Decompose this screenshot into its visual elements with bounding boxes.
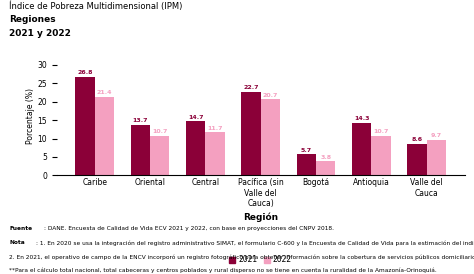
Text: : DANE. Encuesta de Calidad de Vida ECV 2021 y 2022, con base en proyecciones de: : DANE. Encuesta de Calidad de Vida ECV … bbox=[44, 226, 334, 231]
Y-axis label: Porcentaje (%): Porcentaje (%) bbox=[26, 89, 35, 144]
Text: : 1. En 2020 se usa la integración del registro administrativo SIMAT, el formula: : 1. En 2020 se usa la integración del r… bbox=[36, 240, 474, 246]
Text: 8.6: 8.6 bbox=[411, 137, 422, 142]
Text: 2. En 2021, el operativo de campo de la ENCV incorporó un registro fotográfico p: 2. En 2021, el operativo de campo de la … bbox=[9, 255, 474, 260]
Text: 14.7: 14.7 bbox=[188, 115, 203, 120]
Text: 20.7: 20.7 bbox=[263, 93, 278, 98]
Bar bbox=[131, 125, 150, 175]
Bar bbox=[352, 123, 371, 175]
Bar bbox=[316, 161, 336, 175]
Bar bbox=[407, 144, 427, 175]
Legend: 2021, 2022: 2021, 2022 bbox=[226, 252, 295, 267]
Text: 9.7: 9.7 bbox=[431, 133, 442, 138]
Text: 2021 y 2022: 2021 y 2022 bbox=[9, 29, 72, 38]
Bar bbox=[371, 136, 391, 175]
Bar bbox=[261, 99, 280, 175]
Text: 3.8: 3.8 bbox=[320, 155, 331, 160]
Bar bbox=[427, 140, 446, 175]
Bar bbox=[186, 121, 205, 175]
Text: 13.7: 13.7 bbox=[133, 118, 148, 124]
Text: 14.3: 14.3 bbox=[354, 116, 369, 121]
Bar bbox=[95, 96, 114, 175]
Text: 22.7: 22.7 bbox=[243, 85, 259, 90]
Text: 21.4: 21.4 bbox=[97, 90, 112, 95]
Text: 11.7: 11.7 bbox=[207, 126, 223, 131]
Bar bbox=[205, 132, 225, 175]
X-axis label: Región: Región bbox=[243, 212, 278, 222]
Text: Nota: Nota bbox=[9, 240, 25, 245]
Bar bbox=[150, 136, 169, 175]
Text: Índice de Pobreza Multidimensional (IPM): Índice de Pobreza Multidimensional (IPM) bbox=[9, 1, 183, 11]
Text: 5.7: 5.7 bbox=[301, 148, 312, 153]
Text: **Para el cálculo total nacional, total cabeceras y centros poblados y rural dis: **Para el cálculo total nacional, total … bbox=[9, 267, 437, 273]
Text: Regiones: Regiones bbox=[9, 15, 56, 24]
Text: Fuente: Fuente bbox=[9, 226, 33, 231]
Bar bbox=[241, 92, 261, 175]
Bar bbox=[297, 154, 316, 175]
Text: 10.7: 10.7 bbox=[152, 130, 167, 135]
Text: 10.7: 10.7 bbox=[374, 130, 389, 135]
Bar bbox=[75, 77, 95, 175]
Text: 26.8: 26.8 bbox=[77, 70, 93, 75]
